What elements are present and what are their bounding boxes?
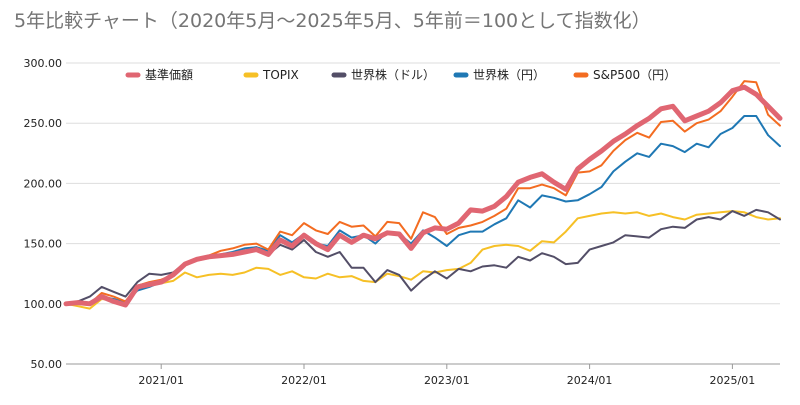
x-tick-label: 2025/01 [710,374,756,387]
x-tick-label: 2022/01 [281,374,327,387]
y-tick-label: 250.00 [24,117,63,130]
x-tick-label: 2023/01 [424,374,470,387]
y-tick-label: 150.00 [24,238,63,251]
y-tick-label: 300.00 [24,57,63,70]
series-line-1 [65,210,781,310]
y-tick-label: 50.00 [31,358,63,371]
legend-label-1: TOPIX [262,68,299,82]
y-tick-label: 100.00 [24,298,63,311]
legend-label-0: 基準価額 [145,67,193,82]
series-line-0 [63,84,783,308]
axes: 50.00 100.00 150.00 200.00 250.00 300.00 2021/… [24,57,780,387]
x-tick-label: 2021/01 [138,374,184,387]
legend-label-3: 世界株（円） [473,67,545,82]
series-line-2 [65,208,781,305]
legend-label-2: 世界株（ドル） [351,67,435,82]
series-lines [63,80,783,310]
legend-label-4: S&P500（円） [593,68,676,82]
chart-title: 5年比較チャート（2020年5月〜2025年5月、5年前＝100として指数化） [14,10,651,32]
x-tick-label: 2024/01 [567,374,613,387]
legend: 基準価額 TOPIX 世界株（ドル） 世界株（円） S&P500（円） [125,67,676,82]
y-tick-label: 200.00 [24,177,63,190]
